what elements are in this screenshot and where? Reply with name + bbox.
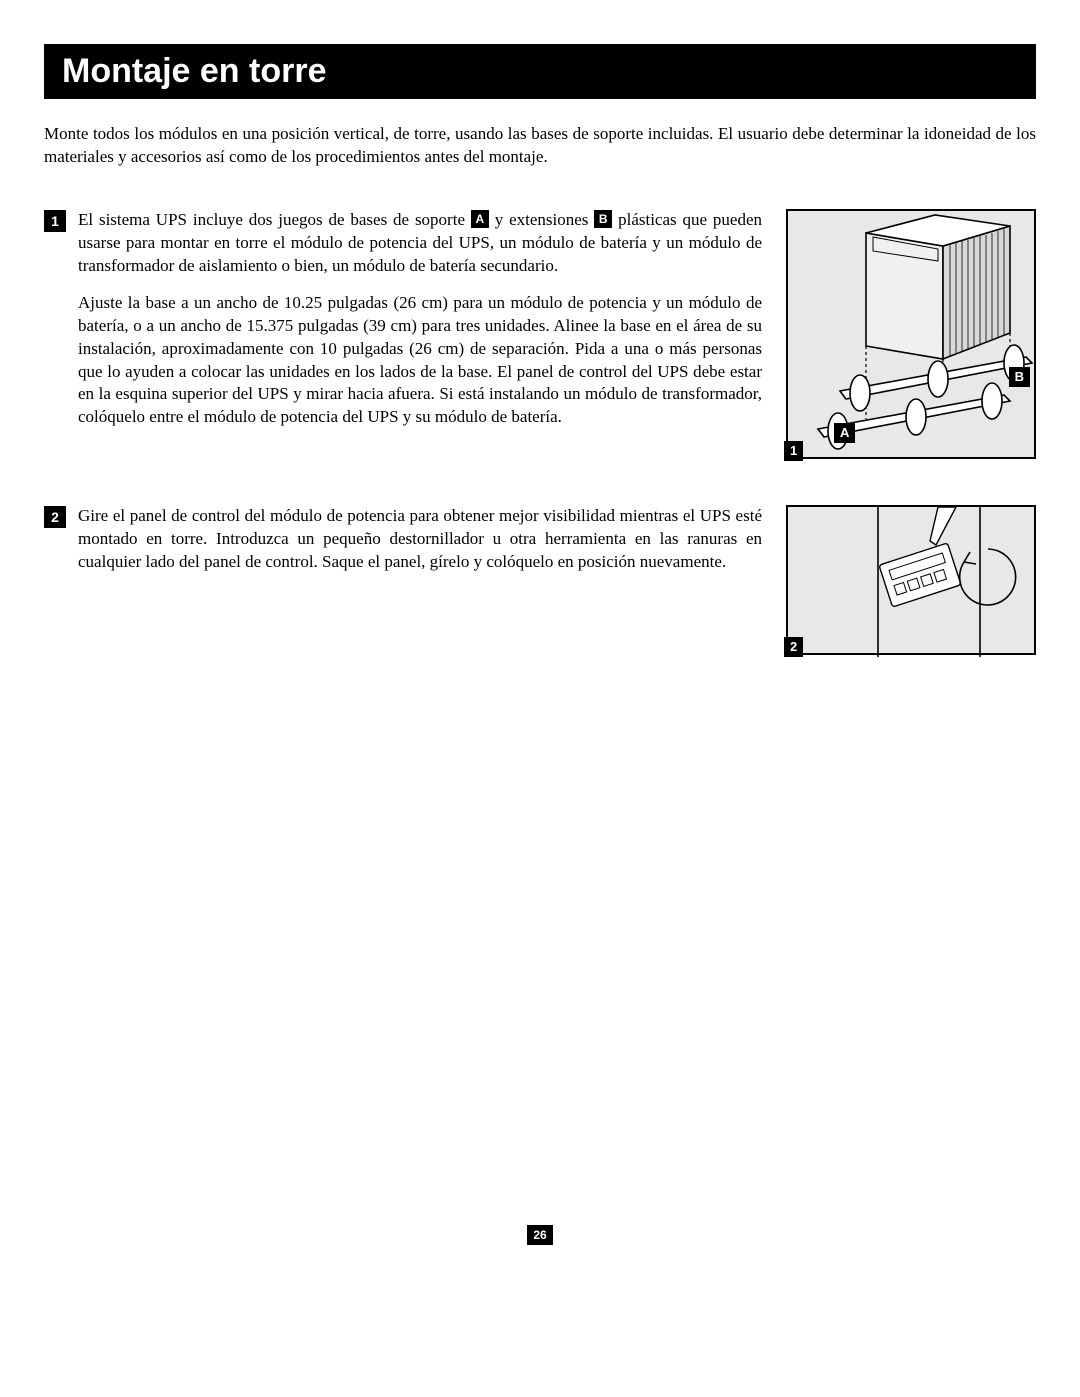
step-1-p1a: El sistema UPS incluye dos juegos de bas… [78, 210, 471, 229]
figure-1: 1 A B [786, 209, 1036, 459]
step-2-number: 2 [44, 506, 66, 528]
step-1-text: El sistema UPS incluye dos juegos de bas… [78, 209, 762, 429]
step-2: 2 Gire el panel de control del módulo de… [44, 505, 1036, 665]
step-1-number: 1 [44, 210, 66, 232]
figure-1-label-a: A [834, 423, 855, 443]
figure-1-svg [788, 211, 1038, 461]
step-1-body: 1 El sistema UPS incluye dos juegos de b… [44, 209, 762, 429]
section-title: Montaje en torre [44, 44, 1036, 99]
figure-1-number-label: 1 [784, 441, 803, 461]
page-number-value: 26 [527, 1225, 553, 1245]
step-1: 1 El sistema UPS incluye dos juegos de b… [44, 209, 1036, 469]
step-2-p1: Gire el panel de control del módulo de p… [78, 505, 762, 574]
figure-2: 2 [786, 505, 1036, 655]
intro-paragraph: Monte todos los módulos en una posición … [44, 123, 1036, 169]
page-number: 26 [44, 1225, 1036, 1245]
step-1-p1b: y extensiones [489, 210, 594, 229]
figure-2-svg [788, 507, 1038, 657]
figure-2-number-label: 2 [784, 637, 803, 657]
figure-1-column: 1 A B [786, 209, 1036, 469]
figure-2-column: 2 [786, 505, 1036, 665]
step-2-text: Gire el panel de control del módulo de p… [78, 505, 762, 574]
step-1-p2: Ajuste la base a un ancho de 10.25 pulga… [78, 292, 762, 430]
inline-label-a: A [471, 210, 489, 228]
step-2-body: 2 Gire el panel de control del módulo de… [44, 505, 762, 574]
inline-label-b: B [594, 210, 612, 228]
figure-1-label-b: B [1009, 367, 1030, 387]
